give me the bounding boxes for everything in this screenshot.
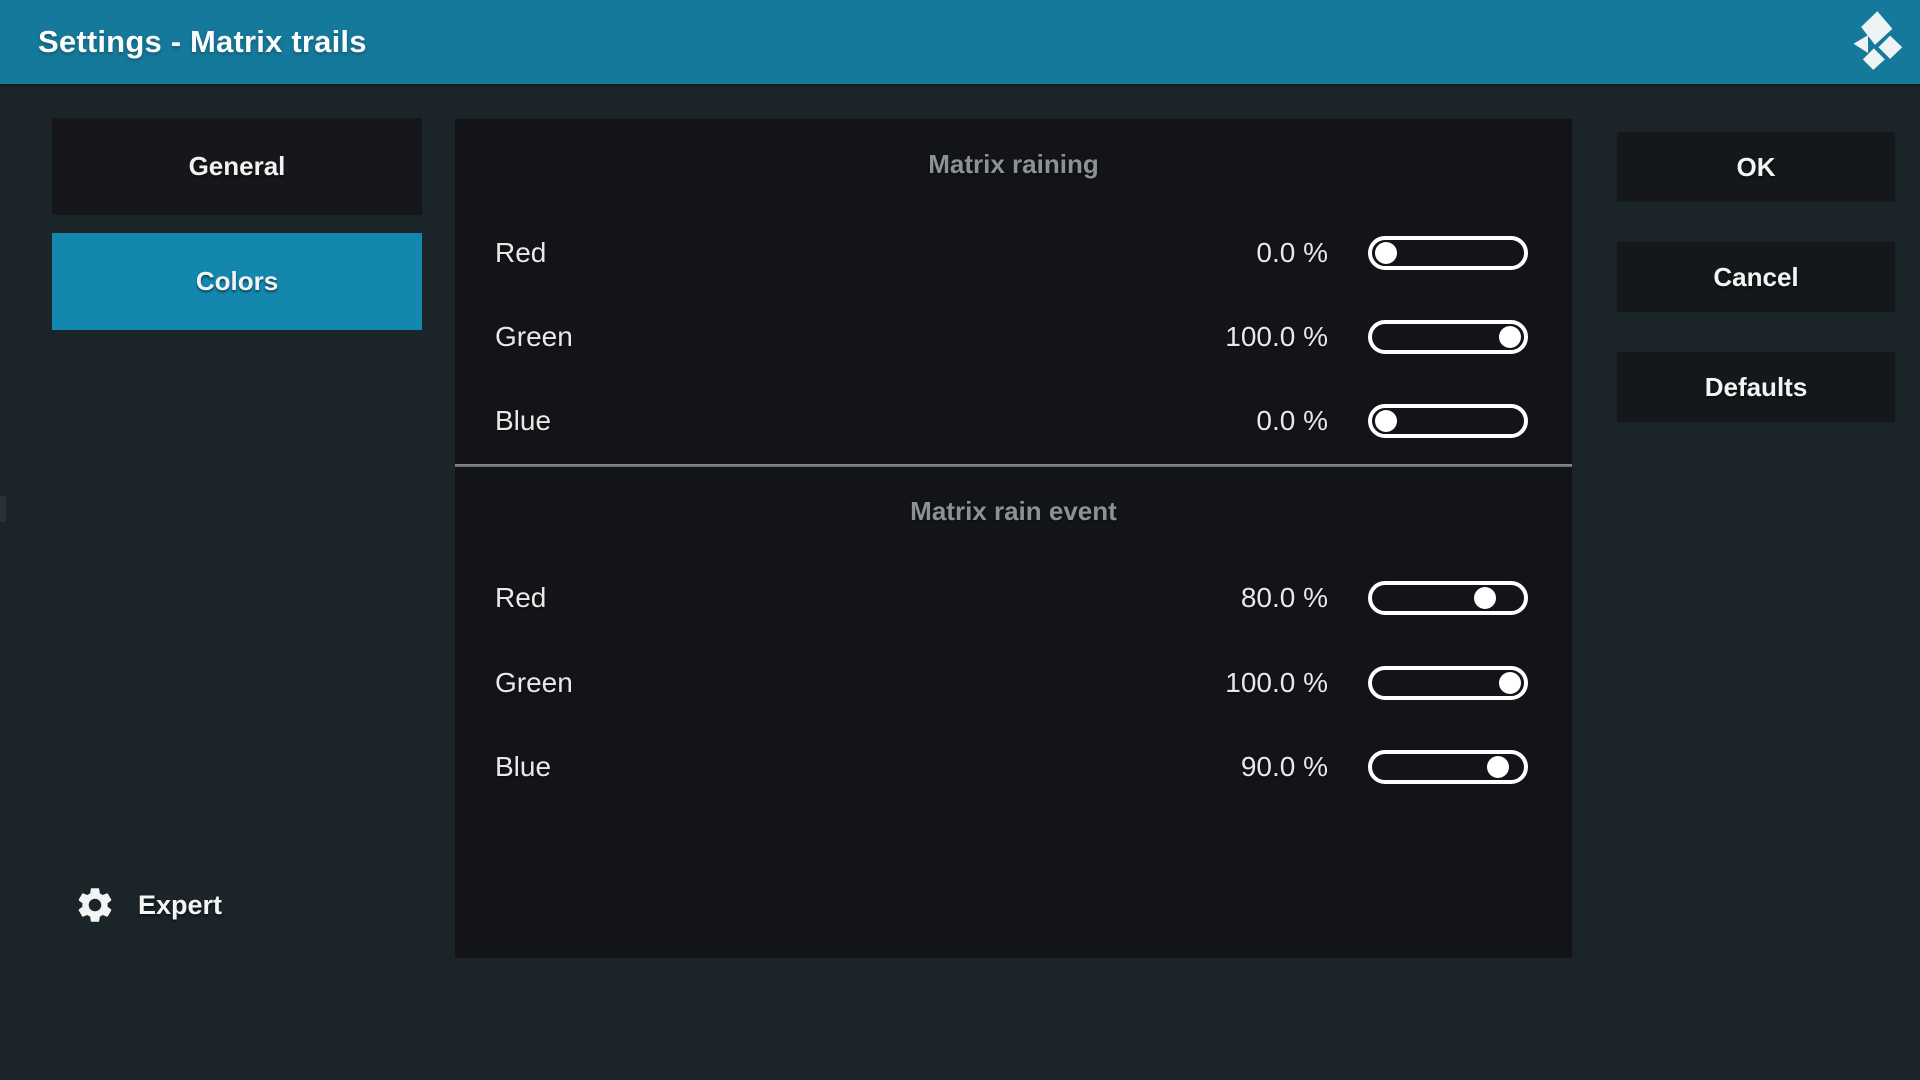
setting-row-raining-green[interactable]: Green 100.0 %: [495, 313, 1528, 361]
slider-knob[interactable]: [1499, 326, 1521, 348]
setting-row-event-green[interactable]: Green 100.0 %: [495, 659, 1528, 707]
dialog-title: Settings - Matrix trails: [38, 24, 367, 59]
setting-value: 100.0 %: [1225, 667, 1328, 698]
category-colors[interactable]: Colors: [52, 233, 422, 330]
dialog-header: Settings - Matrix trails: [0, 0, 1920, 84]
section-title-matrix-rain-event: Matrix rain event: [910, 496, 1117, 526]
cancel-button[interactable]: Cancel: [1617, 242, 1895, 312]
kodi-logo-icon: [1853, 11, 1903, 70]
slider-event-red[interactable]: [1368, 581, 1528, 615]
slider-knob[interactable]: [1375, 242, 1397, 264]
setting-value: 0.0 %: [1256, 405, 1328, 436]
ok-button-label: OK: [1736, 151, 1776, 182]
category-general[interactable]: General: [52, 118, 422, 215]
slider-event-blue[interactable]: [1368, 750, 1528, 784]
defaults-button-label: Defaults: [1704, 371, 1808, 402]
left-edge-notch: [0, 496, 6, 522]
setting-row-raining-blue[interactable]: Blue 0.0 %: [495, 397, 1528, 445]
setting-row-event-red[interactable]: Red 80.0 %: [495, 574, 1528, 622]
setting-label: Blue: [495, 751, 552, 782]
section-title-matrix-raining: Matrix raining: [928, 149, 1099, 179]
setting-row-raining-red[interactable]: Red 0.0 %: [495, 229, 1528, 277]
setting-label: Blue: [495, 405, 552, 436]
slider-knob[interactable]: [1474, 587, 1497, 609]
setting-value: 0.0 %: [1256, 237, 1328, 268]
setting-label: Green: [495, 321, 573, 352]
settings-level-label: Expert: [138, 889, 223, 920]
slider-raining-red[interactable]: [1368, 236, 1528, 270]
ok-button[interactable]: OK: [1617, 132, 1895, 202]
cancel-button-label: Cancel: [1713, 261, 1799, 292]
category-general-label: General: [188, 151, 286, 181]
slider-knob[interactable]: [1499, 672, 1521, 694]
settings-panel: Matrix raining Red 0.0 % Green 100.0 % B…: [455, 119, 1572, 958]
slider-knob[interactable]: [1375, 410, 1397, 432]
defaults-button[interactable]: Defaults: [1617, 352, 1895, 422]
setting-label: Red: [495, 237, 547, 268]
setting-value: 90.0 %: [1240, 751, 1328, 782]
slider-raining-blue[interactable]: [1368, 404, 1528, 438]
category-colors-label: Colors: [195, 266, 279, 296]
setting-value: 100.0 %: [1225, 321, 1328, 352]
setting-value: 80.0 %: [1240, 582, 1328, 613]
setting-label: Red: [495, 582, 547, 613]
setting-label: Green: [495, 667, 573, 698]
setting-row-event-blue[interactable]: Blue 90.0 %: [495, 743, 1528, 791]
slider-knob[interactable]: [1486, 756, 1509, 778]
settings-level-toggle[interactable]: Expert: [74, 882, 222, 928]
slider-event-green[interactable]: [1368, 666, 1528, 700]
gear-icon: [78, 888, 112, 922]
section-divider: [455, 464, 1572, 467]
slider-raining-green[interactable]: [1368, 320, 1528, 354]
